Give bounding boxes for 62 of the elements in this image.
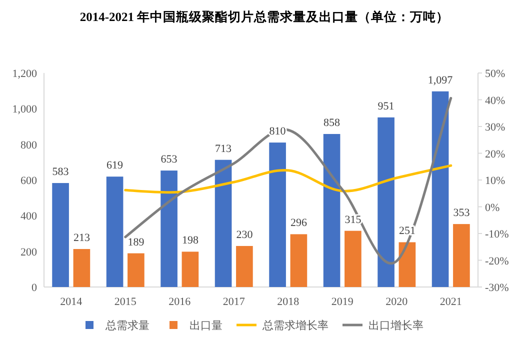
bar [73,249,90,287]
y2tick: 40% [485,94,506,107]
data-label: 619 [106,160,124,172]
legend-item: 总需求增长率 [236,320,328,332]
xtick: 2017 [222,296,245,308]
data-label: 353 [453,207,470,220]
ytick: 800 [20,139,37,152]
bar [344,230,362,287]
data-label: 198 [182,234,198,247]
data-label: 189 [128,236,144,248]
data-label: 858 [324,117,340,129]
title: 2014-2021 年中国瓶级聚酯切片总需求量及出口量（单位：万吨） [80,10,450,24]
legend-label: 出口量 [190,319,222,332]
xtick: 2015 [114,296,136,308]
bar [290,234,308,287]
data-label: 213 [73,232,90,244]
data-label: 1,097 [428,74,453,86]
ytick: 0 [32,282,37,294]
xtick: 2016 [168,296,191,308]
legend-label: 总需求增长率 [262,319,328,332]
ytick: 200 [20,246,37,258]
y2tick: 30% [485,122,506,134]
bar [106,176,124,287]
bar [432,91,449,287]
xtick: 2019 [331,296,354,308]
legend-item: 出口量 [170,320,222,332]
xtick: 2018 [277,296,300,308]
y2tick: -30% [485,282,509,294]
bar [398,242,416,287]
data-label: 230 [236,228,253,241]
ytick: 400 [20,210,37,223]
ytick: 1,200 [12,68,37,80]
y2tick: -10% [485,228,509,240]
data-label: 583 [52,166,69,178]
legend-label: 总需求量 [104,319,150,332]
bar [160,170,178,287]
data-label: 951 [378,100,394,112]
bar [52,183,69,287]
y2tick: 50% [485,68,506,80]
bar [236,246,253,287]
legend-label: 出口增长率 [368,319,424,332]
y2tick: 0% [485,202,500,214]
xtick: 2021 [440,296,462,308]
bar [378,117,394,287]
data-label: 296 [290,217,307,230]
ytick: 1,000 [12,104,37,116]
bar [128,253,144,287]
y2tick: 10% [485,175,506,187]
y2tick: 20% [485,148,506,160]
bar [323,134,340,287]
bar [453,224,470,287]
bar [182,252,199,287]
data-label: 713 [215,142,232,155]
bar [269,142,286,287]
xtick: 2014 [60,296,82,308]
legend-item: 总需求量 [86,320,150,332]
data-label: 653 [160,154,178,166]
xtick: 2020 [386,296,408,308]
bar [214,160,232,287]
y2tick: -20% [485,255,509,268]
legend-item: 出口增长率 [342,320,424,332]
ytick: 600 [20,175,37,187]
